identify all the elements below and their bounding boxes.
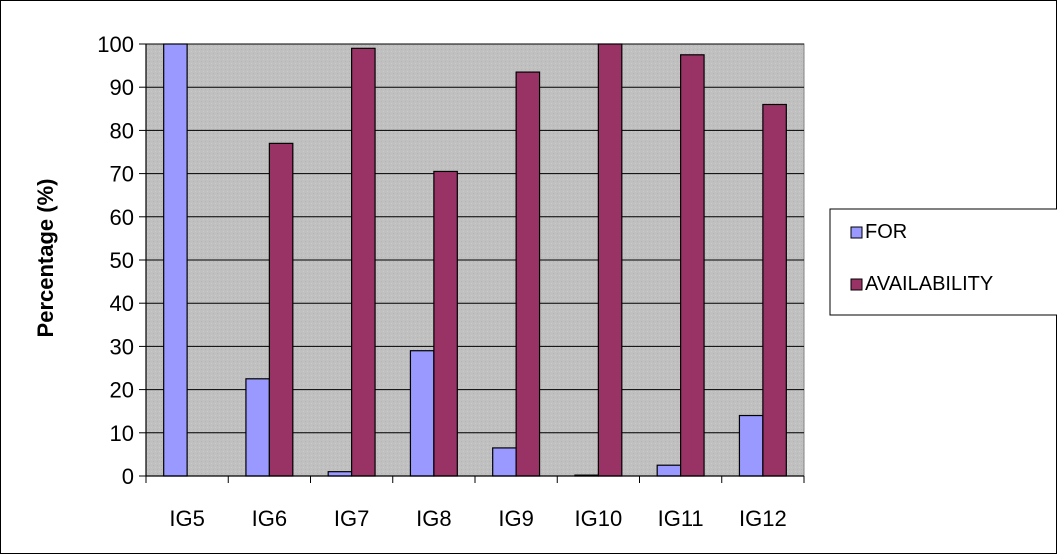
y-tick-label: 0: [122, 464, 134, 489]
x-tick-label: IG6: [252, 506, 287, 531]
bar-availability-ig6: [268, 142, 294, 477]
bar-for-ig7: [327, 471, 353, 477]
bar-availability-ig9: [515, 71, 541, 477]
bar-availability-ig11: [680, 54, 705, 477]
y-tick-label: 50: [110, 248, 134, 273]
legend-box: [829, 208, 1057, 316]
x-tick-label: IG9: [498, 506, 533, 531]
x-tick-label: IG11: [658, 506, 704, 531]
y-tick-label: 40: [110, 291, 134, 316]
bar-for-ig11: [656, 464, 682, 477]
bar-availability-ig8: [433, 170, 458, 477]
y-axis-label: Percentage (%): [33, 179, 58, 338]
legend-swatch-availability: [850, 278, 863, 291]
x-tick-label: IG8: [416, 506, 451, 531]
legend-label-for: FOR: [865, 221, 907, 243]
bar-for-ig12: [738, 414, 764, 477]
legend-label-availability: AVAILABILITY: [865, 273, 993, 295]
y-tick-label: 60: [110, 205, 134, 230]
x-tick-label: IG5: [169, 506, 204, 531]
bar-for-ig9: [492, 447, 517, 477]
legend-swatch-for: [850, 226, 863, 239]
x-tick-label: IG7: [334, 506, 369, 531]
x-tick-label: IG12: [739, 506, 787, 531]
y-tick-label: 70: [110, 162, 134, 187]
y-tick-label: 10: [110, 421, 134, 446]
y-tick-label: 90: [110, 75, 134, 100]
y-tick-label: 30: [110, 334, 134, 359]
y-tick-label: 100: [97, 32, 134, 57]
bar-for-ig8: [409, 350, 435, 477]
bar-availability-ig12: [762, 103, 787, 477]
bar-availability-ig10: [597, 43, 623, 477]
bar-for-ig6: [245, 378, 270, 477]
y-tick-label: 20: [110, 378, 134, 403]
y-tick-label: 80: [110, 118, 134, 143]
bar-for-ig5: [163, 43, 188, 477]
bar-availability-ig7: [351, 47, 376, 477]
x-tick-label: IG10: [575, 506, 623, 531]
